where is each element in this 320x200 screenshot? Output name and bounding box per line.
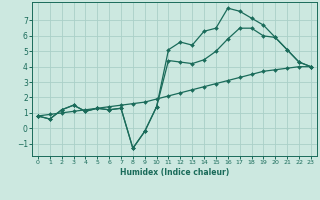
X-axis label: Humidex (Indice chaleur): Humidex (Indice chaleur) bbox=[120, 168, 229, 177]
